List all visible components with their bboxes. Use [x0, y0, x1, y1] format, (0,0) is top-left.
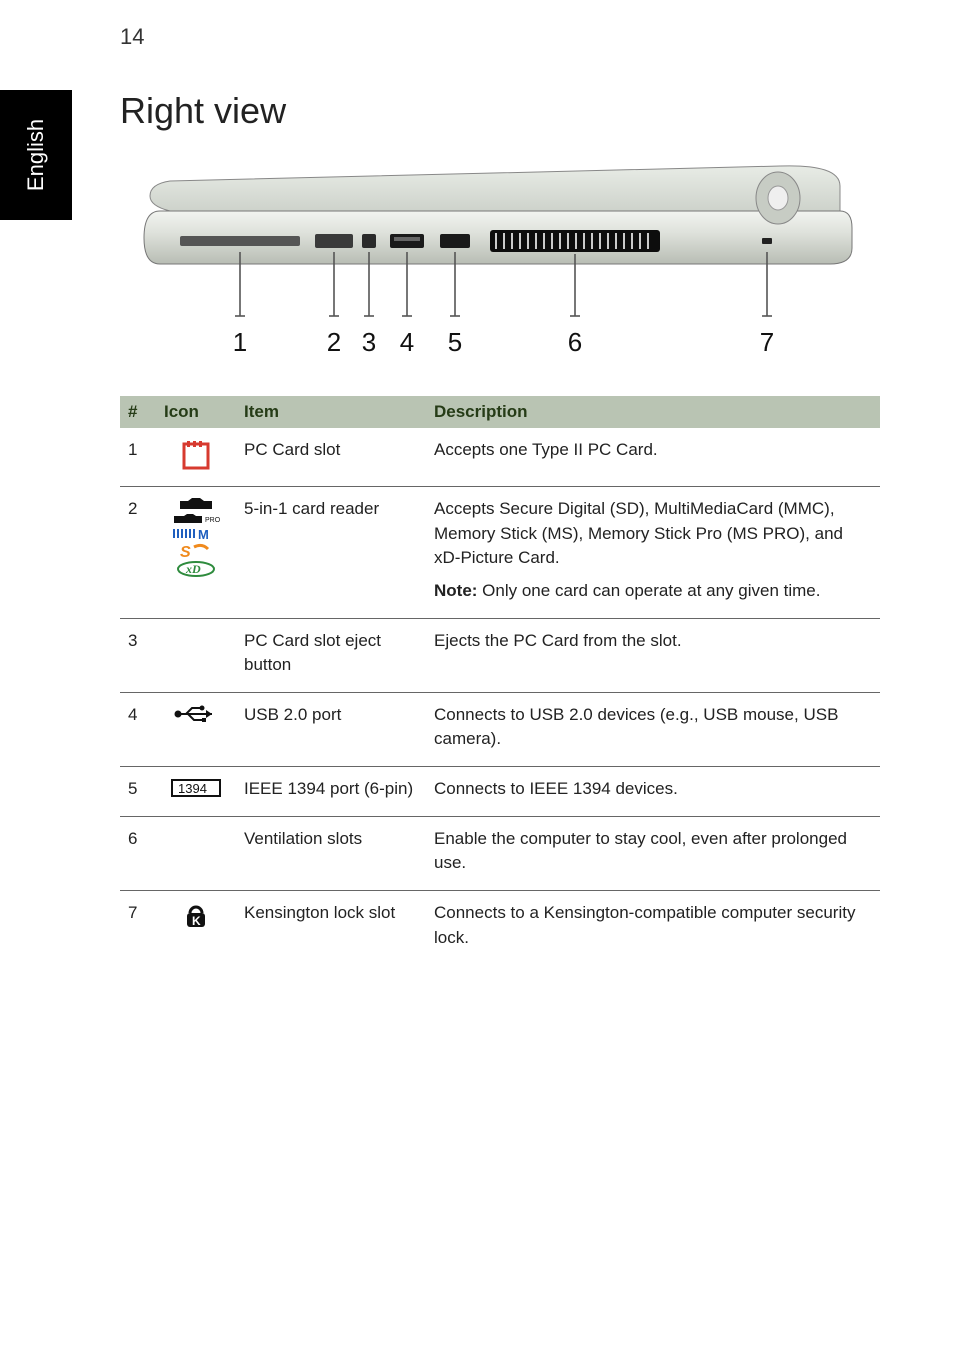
callout-4: 4 — [400, 327, 414, 357]
callout-7: 7 — [760, 327, 774, 357]
row-description: Enable the computer to stay cool, even a… — [426, 816, 880, 890]
row-item: IEEE 1394 port (6-pin) — [236, 767, 426, 817]
spec-table: # Icon Item Description 1 PC Card slo — [120, 396, 880, 964]
note-label: Note: — [434, 581, 477, 600]
row-description: Connects to a Kensington-compatible comp… — [426, 891, 880, 965]
row-description: Ejects the PC Card from the slot. — [426, 618, 880, 692]
table-row: 4 USB 2.0 port Connects to USB 2.0 devic… — [120, 692, 880, 766]
table-row: 3 PC Card slot eject button Ejects the P… — [120, 618, 880, 692]
usb-icon — [156, 692, 236, 766]
header-hash: # — [120, 396, 156, 428]
callout-6: 6 — [568, 327, 582, 357]
note-text: Only one card can operate at any given t… — [477, 581, 820, 600]
table-row: 2 PRO M — [120, 487, 880, 619]
xd-text: xD — [185, 562, 201, 576]
empty-icon — [156, 816, 236, 890]
row-item: 5-in-1 card reader — [236, 487, 426, 619]
row-item: PC Card slot — [236, 428, 426, 487]
page-number: 14 — [120, 24, 144, 50]
callout-1: 1 — [233, 327, 247, 357]
row-num: 3 — [120, 618, 156, 692]
callout-3: 3 — [362, 327, 376, 357]
card-reader-icon: PRO M S xD — [156, 487, 236, 619]
table-row: 7 K Kensington lock slot Connects to a K… — [120, 891, 880, 965]
language-tab: English — [0, 90, 72, 220]
row-desc-main: Accepts Secure Digital (SD), MultiMediaC… — [434, 499, 843, 567]
kensington-icon: K — [156, 891, 236, 965]
table-row: 5 1394 IEEE 1394 port (6-pin) Connects t… — [120, 767, 880, 817]
row-num: 4 — [120, 692, 156, 766]
table-row: 1 PC Card slot Accepts one Type II PC Ca… — [120, 428, 880, 487]
section-title: Right view — [120, 90, 880, 132]
row-item: PC Card slot eject button — [236, 618, 426, 692]
empty-icon — [156, 618, 236, 692]
row-num: 7 — [120, 891, 156, 965]
row-num: 6 — [120, 816, 156, 890]
table-row: 6 Ventilation slots Enable the computer … — [120, 816, 880, 890]
header-icon: Icon — [156, 396, 236, 428]
row-description: Connects to USB 2.0 devices (e.g., USB m… — [426, 692, 880, 766]
sd-pro-text: PRO — [205, 517, 220, 524]
page-content: Right view — [120, 90, 880, 964]
svg-text:K: K — [192, 914, 201, 928]
pc-card-icon — [156, 428, 236, 487]
callout-2: 2 — [327, 327, 341, 357]
ieee1394-text: 1394 — [178, 781, 207, 796]
callout-5: 5 — [448, 327, 462, 357]
sd-s-text: S — [180, 544, 191, 559]
row-item: Ventilation slots — [236, 816, 426, 890]
ieee1394-icon: 1394 — [156, 767, 236, 817]
right-view-diagram: 1 2 3 4 5 6 7 — [140, 156, 860, 366]
header-description: Description — [426, 396, 880, 428]
header-item: Item — [236, 396, 426, 428]
ms-m-text: M — [198, 527, 209, 541]
row-description: Accepts Secure Digital (SD), MultiMediaC… — [426, 487, 880, 619]
row-num: 1 — [120, 428, 156, 487]
row-num: 5 — [120, 767, 156, 817]
language-tab-label: English — [23, 119, 49, 191]
row-description: Connects to IEEE 1394 devices. — [426, 767, 880, 817]
table-header-row: # Icon Item Description — [120, 396, 880, 428]
row-item: Kensington lock slot — [236, 891, 426, 965]
row-item: USB 2.0 port — [236, 692, 426, 766]
row-description: Accepts one Type II PC Card. — [426, 428, 880, 487]
row-num: 2 — [120, 487, 156, 619]
